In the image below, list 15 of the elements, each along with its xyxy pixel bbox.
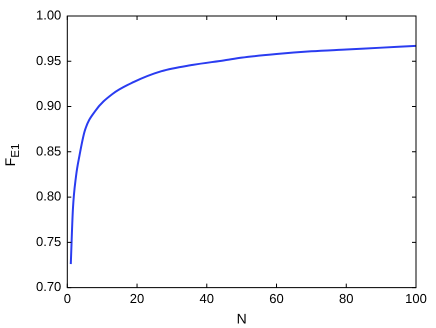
x-tick-label: 60 [269, 290, 284, 306]
y-tick-label: 0.95 [36, 52, 62, 68]
x-tick-label: 0 [64, 290, 71, 306]
y-tick-label: 0.70 [36, 279, 62, 294]
y-tick-label: 0.80 [36, 188, 62, 204]
x-tick-label: 100 [405, 290, 427, 306]
x-tick-label: 40 [200, 290, 214, 306]
x-tick-label: 80 [339, 290, 354, 306]
x-tick-label: 20 [130, 290, 144, 306]
line-series [70, 44, 416, 266]
y-tick-label: 1.00 [36, 8, 62, 23]
y-tick-label: 0.90 [36, 98, 62, 114]
x-axis-title: N [236, 310, 247, 326]
y-tick-label: 0.85 [36, 143, 62, 158]
y-tick-label: 0.75 [36, 234, 62, 249]
